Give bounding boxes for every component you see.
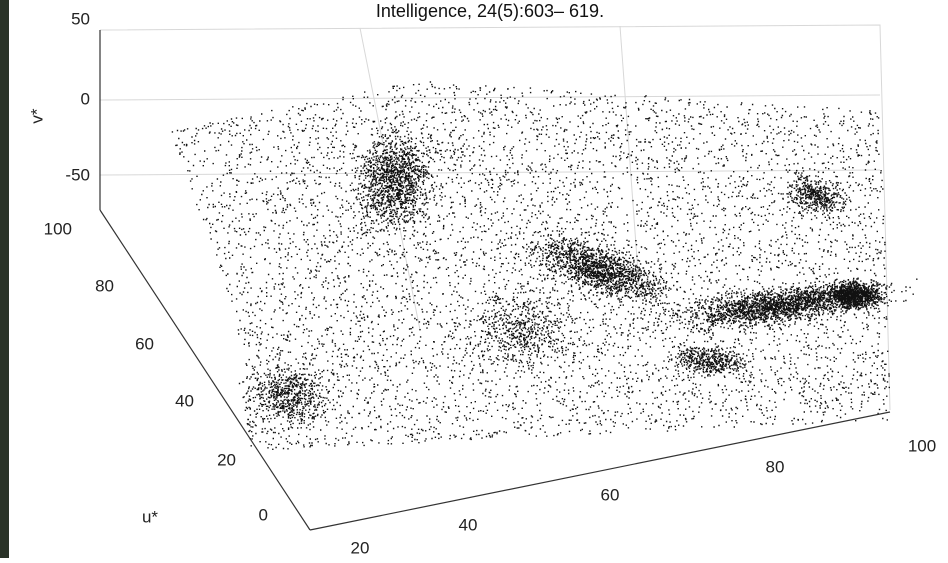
tick-label: 100 <box>44 219 72 238</box>
tick-label: 40 <box>175 391 194 410</box>
tick-label: -50 <box>65 165 90 184</box>
caption: Intelligence, 24(5):603– 619. <box>376 1 604 21</box>
grid-line <box>619 25 641 301</box>
tick-label: 80 <box>95 276 114 295</box>
tick-label: 20 <box>217 450 236 469</box>
point-cloud <box>171 81 918 451</box>
grid-line <box>359 27 421 331</box>
u-axis-label: u* <box>142 507 158 526</box>
tick-label: 100 <box>908 436 936 455</box>
tick-label: 20 <box>351 538 370 557</box>
u-axis-line <box>99 209 311 531</box>
tick-label: 60 <box>135 334 154 353</box>
tick-label: 60 <box>601 485 620 504</box>
points <box>171 81 918 451</box>
grid-line <box>99 94 881 101</box>
tick-label: 0 <box>81 89 90 108</box>
tick-label: 80 <box>766 457 785 476</box>
axes <box>99 30 891 531</box>
l-axis-line <box>309 411 891 531</box>
tick-labels: 50 0 -50 100 80 60 40 20 0 20 40 60 80 100 <box>44 9 937 557</box>
left-edge-strip <box>0 0 9 558</box>
tick-label: 50 <box>71 9 90 28</box>
tick-label: 40 <box>459 515 478 534</box>
tick-label: 0 <box>259 505 268 524</box>
v-axis-label: v* <box>27 108 46 124</box>
